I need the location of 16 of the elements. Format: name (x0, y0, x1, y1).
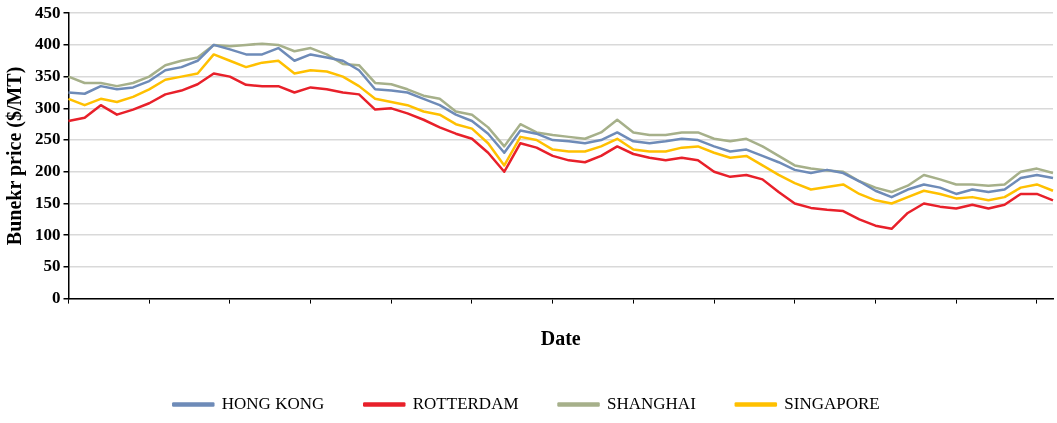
y-tick-label: 250 (35, 129, 61, 149)
x-axis-title: Date (540, 327, 581, 350)
legend-label: ROTTERDAM (412, 393, 519, 413)
y-tick-label: 300 (35, 97, 61, 117)
legend-label: SHANGHAI (607, 393, 697, 413)
y-tick-label: 50 (43, 256, 61, 276)
y-tick-label: 400 (35, 34, 61, 54)
y-tick-label: 450 (35, 2, 61, 22)
y-tick-label: 150 (35, 192, 61, 212)
y-axis-title: Bunekr price ($/MT) (3, 66, 27, 246)
legend-label: HONG KONG (221, 393, 325, 413)
y-tick-label: 100 (35, 224, 61, 244)
y-tick-label: 0 (52, 287, 61, 307)
legend-label: SINGAPORE (784, 393, 880, 413)
y-tick-label: 200 (35, 161, 61, 181)
y-tick-label: 350 (35, 66, 61, 86)
